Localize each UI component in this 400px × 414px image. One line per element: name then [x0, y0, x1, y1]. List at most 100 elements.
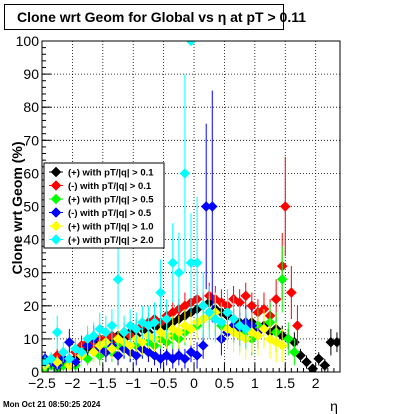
x-tick-label: −0.5 — [150, 375, 178, 391]
legend-marker — [50, 166, 62, 178]
data-point — [197, 300, 209, 312]
x-tick-label: −1.5 — [89, 375, 117, 391]
data-point — [301, 356, 312, 368]
y-axis-label: Clone wrt Geom (%) — [9, 141, 25, 274]
data-point — [185, 323, 197, 335]
data-point — [88, 330, 100, 341]
data-point — [270, 293, 282, 305]
data-point — [191, 350, 203, 361]
legend-item: (+) with pT/|q| > 0.1 — [49, 166, 154, 179]
legend-label: (-) with pT/|q| > 0.1 — [68, 181, 152, 192]
y-tick-label: 70 — [23, 132, 39, 148]
x-axis-label: η — [330, 398, 338, 414]
data-point — [130, 323, 142, 335]
y-tick-label: 20 — [23, 298, 39, 314]
legend-item: (-) with pT/|q| > 0.5 — [49, 207, 152, 219]
data-point — [276, 340, 288, 351]
legend-item: (-) with pT/|q| > 0.1 — [49, 180, 152, 192]
data-point — [206, 201, 218, 212]
data-point — [289, 346, 300, 358]
data-point — [179, 353, 191, 365]
data-point — [118, 326, 130, 338]
data-point — [222, 307, 233, 318]
chart-title: Clone wrt Geom for Global vs η at pT > 0… — [4, 4, 306, 30]
y-tick-label: 10 — [23, 331, 39, 347]
legend-label: (+) with pT/|q| > 2.0 — [68, 235, 154, 246]
data-point — [258, 323, 270, 335]
data-point — [282, 333, 294, 345]
axes: −2.5 −2 −1.5 −1 −0.5 0 0.5 1 1.5 2010203040506070… — [16, 33, 341, 391]
x-tick-label: 1.5 — [276, 375, 296, 391]
legend-label: (+) with pT/|q| > 1.0 — [68, 222, 154, 233]
data-point — [216, 316, 227, 328]
legend-label: (+) with pT/|q| > 0.5 — [68, 195, 154, 206]
legend-marker — [50, 220, 62, 232]
data-points — [42, 41, 340, 372]
data-point — [240, 290, 252, 302]
data-point — [185, 41, 197, 47]
data-point — [285, 287, 297, 298]
data-point — [76, 346, 87, 358]
data-point — [279, 201, 291, 212]
data-point — [331, 336, 340, 348]
legend-marker — [50, 207, 62, 218]
data-point — [161, 313, 173, 325]
data-point — [51, 326, 63, 338]
data-point — [173, 267, 185, 279]
data-point — [136, 336, 148, 348]
data-point — [240, 323, 252, 335]
y-tick-label: 60 — [23, 165, 39, 181]
data-point — [45, 353, 57, 365]
data-point — [191, 257, 203, 269]
data-point — [112, 350, 124, 361]
x-tick-label: −1 — [125, 375, 141, 391]
data-point — [276, 273, 288, 285]
x-tick-label: −2.5 — [28, 375, 56, 391]
data-point — [124, 340, 136, 351]
data-point — [130, 350, 142, 361]
x-tick-label: 0 — [190, 375, 198, 391]
legend-marker — [50, 180, 62, 191]
legend-item: (+) with pT/|q| > 1.0 — [49, 220, 154, 233]
legend-marker — [50, 193, 62, 205]
data-point — [173, 326, 185, 338]
data-point — [313, 353, 325, 365]
data-point — [88, 346, 100, 358]
y-tick-label: 50 — [23, 199, 39, 215]
x-tick-label: 0.5 — [215, 375, 235, 391]
legend-label: (-) with pT/|q| > 0.5 — [68, 208, 152, 219]
legend-marker — [50, 234, 62, 245]
y-tick-label: 80 — [23, 99, 39, 115]
data-point — [100, 326, 112, 338]
data-point — [203, 307, 215, 318]
data-point — [197, 340, 209, 351]
data-point — [292, 320, 303, 332]
y-tick-label: 40 — [23, 232, 39, 248]
data-point — [149, 316, 160, 328]
data-point — [64, 336, 75, 348]
y-tick-label: 30 — [23, 265, 39, 281]
data-point — [252, 330, 264, 341]
y-tick-label: 100 — [16, 33, 40, 49]
legend-item: (+) with pT/|q| > 0.5 — [49, 193, 154, 206]
x-tick-label: −2 — [64, 375, 80, 391]
x-tick-label: 1 — [251, 375, 259, 391]
data-point — [319, 360, 331, 371]
data-point — [106, 320, 118, 332]
timestamp: Mon Oct 21 08:50:25 2024 — [3, 400, 101, 409]
data-point — [64, 353, 75, 365]
legend-box — [43, 162, 165, 249]
legend-item: (+) with pT/|q| > 2.0 — [49, 234, 154, 246]
y-tick-label: 90 — [23, 66, 39, 82]
data-point — [57, 346, 69, 358]
legend-label: (+) with pT/|q| > 0.1 — [68, 168, 154, 179]
series-6 — [42, 41, 252, 369]
y-tick-label: 0 — [31, 364, 39, 380]
data-point — [155, 287, 166, 298]
data-point — [106, 343, 118, 355]
data-point — [179, 168, 191, 179]
data-point — [112, 273, 124, 285]
legend: (+) with pT/|q| > 0.1 (-) with pT/|q| > 0… — [43, 162, 165, 249]
